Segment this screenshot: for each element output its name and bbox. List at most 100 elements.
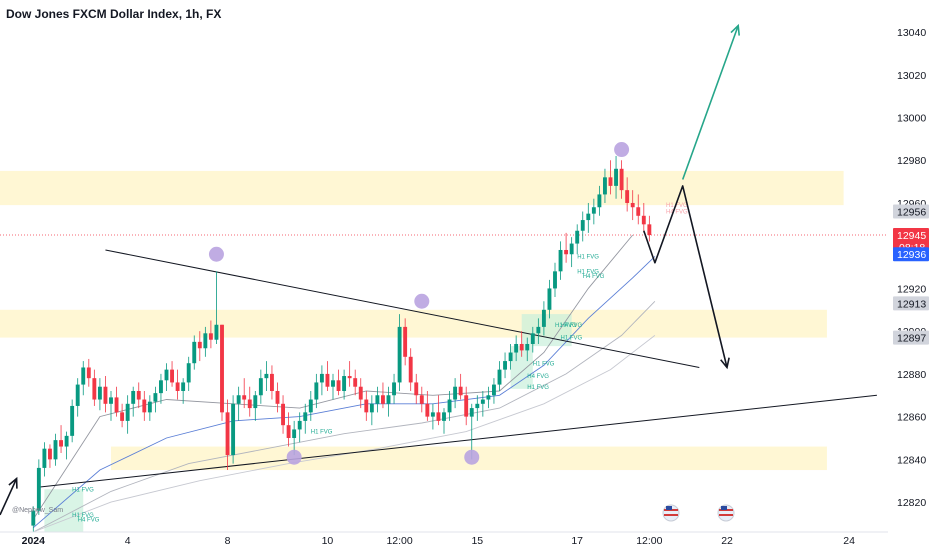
fvg-label: H4 FVG xyxy=(561,323,583,329)
price-badge-gray xyxy=(893,204,929,219)
candle-body xyxy=(608,177,613,186)
candle-body xyxy=(447,399,452,413)
candle-body xyxy=(270,373,274,391)
fvg-label: H1 FVG xyxy=(561,336,583,342)
supply-demand-zone xyxy=(0,170,844,206)
time-axis[interactable]: 2024 4 8 10 12:00 15 17 12:00 22 24 xyxy=(0,531,888,547)
candle-body xyxy=(564,249,569,255)
y-tick-label: 12980 xyxy=(897,155,926,167)
candle-body xyxy=(386,395,391,404)
candle-body xyxy=(258,378,263,396)
candle-body xyxy=(614,168,618,186)
candle-body xyxy=(59,440,63,447)
candle-body xyxy=(92,378,97,400)
candle-body xyxy=(192,341,197,364)
price-axis[interactable]: 1282012840128601288012900129201294012960… xyxy=(897,27,926,509)
price-badges-layer: 129561294508:18129361291312897 xyxy=(893,204,929,345)
candle-body xyxy=(636,207,641,216)
swing-point-marker xyxy=(414,293,430,309)
candle-body xyxy=(308,399,313,413)
candle-body xyxy=(342,376,347,391)
entry-arrow[interactable] xyxy=(0,478,18,516)
candle-body xyxy=(264,373,269,379)
price-badge-text: 12897 xyxy=(897,333,926,345)
moving-average-line xyxy=(33,256,656,529)
price-badge-text: 12956 xyxy=(897,207,926,219)
candle-body xyxy=(75,384,80,406)
candle-body xyxy=(353,378,358,387)
candle-body xyxy=(114,397,119,413)
candle-body xyxy=(103,386,108,404)
candle-body xyxy=(253,395,258,409)
candle-body xyxy=(225,412,230,456)
price-badge-text: 12945 xyxy=(897,230,926,242)
candle-body xyxy=(175,382,180,391)
candle-body xyxy=(325,373,330,387)
trendline[interactable] xyxy=(38,394,877,488)
zones-layer xyxy=(0,170,844,471)
chart-title: Dow Jones FXCM Dollar Index, 1h, FX xyxy=(6,7,221,21)
candle-body xyxy=(375,395,380,404)
candle-body xyxy=(242,395,247,400)
candle-body xyxy=(503,361,507,370)
x-tick-label: 4 xyxy=(125,535,131,547)
x-tick-label: 8 xyxy=(225,535,231,547)
price-badge-blue xyxy=(893,247,929,262)
us-flag-icon xyxy=(662,504,680,522)
candle-body xyxy=(136,390,141,400)
arrow-head xyxy=(730,23,740,36)
bearish-projection-path[interactable] xyxy=(643,185,728,368)
candle-body xyxy=(131,390,136,404)
candle-body xyxy=(236,395,241,404)
moving-average-line xyxy=(33,335,656,533)
candle-body xyxy=(203,333,208,349)
candle-body xyxy=(159,380,163,394)
price-badge-gray xyxy=(893,296,929,311)
fvg-label: H1 FVG xyxy=(72,513,94,519)
fvg-label: H4 FVG xyxy=(527,374,549,380)
candle-body xyxy=(281,403,285,426)
fvg-label: H1 FVG xyxy=(577,269,599,275)
swing-point-marker xyxy=(614,142,630,158)
candle-body xyxy=(625,190,630,203)
trendline[interactable] xyxy=(105,249,700,368)
candle-body xyxy=(142,399,147,413)
candle-body xyxy=(120,412,125,421)
candle-body xyxy=(558,249,563,272)
candle-body xyxy=(630,202,635,208)
candle-body xyxy=(536,326,541,334)
y-tick-label: 12820 xyxy=(897,497,926,509)
y-tick-label: 12920 xyxy=(897,283,926,295)
swing-point-marker xyxy=(464,449,480,465)
arrow-head xyxy=(720,357,730,370)
candle-body xyxy=(530,333,535,344)
candle-body xyxy=(358,386,363,400)
candle-body xyxy=(597,194,602,208)
x-tick-label: 24 xyxy=(843,535,855,547)
fvg-label: H4 FVG xyxy=(78,517,100,523)
candle-body xyxy=(97,386,102,400)
fvg-label: H4 FVG xyxy=(583,274,605,280)
candle-body xyxy=(442,412,446,421)
arrow-head xyxy=(8,476,18,489)
candle-body xyxy=(591,207,596,214)
x-tick-label: 15 xyxy=(471,535,483,547)
candle-body xyxy=(453,386,458,400)
candle-body xyxy=(197,341,202,349)
candle-body xyxy=(486,395,491,400)
candle-body xyxy=(314,382,319,400)
candle-body xyxy=(425,403,430,417)
candle-body xyxy=(36,467,41,511)
candle-body xyxy=(48,448,52,460)
candle-body xyxy=(147,401,152,413)
y-tick-label: 12840 xyxy=(897,454,926,466)
x-tick-label: 12:00 xyxy=(636,535,662,547)
price-badge-text: 12913 xyxy=(897,298,926,310)
bullish-projection-arrow[interactable] xyxy=(681,25,739,180)
candle-body xyxy=(458,386,463,396)
candle-body xyxy=(641,215,646,225)
candle-body xyxy=(164,369,169,381)
